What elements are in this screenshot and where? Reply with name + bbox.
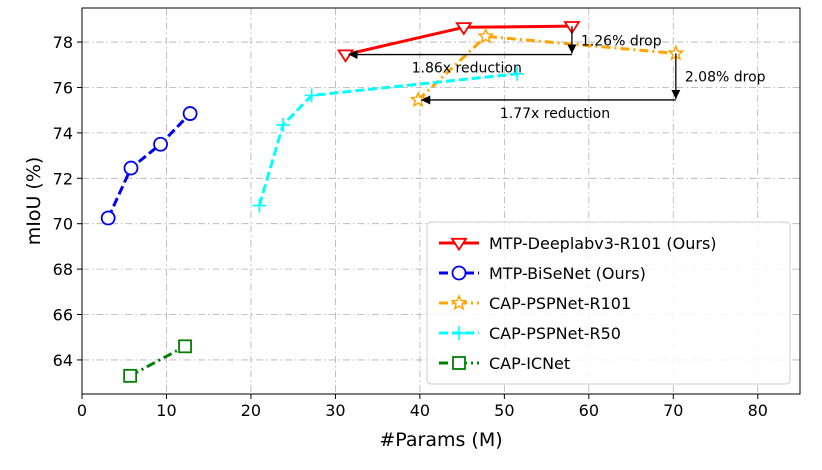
data-point: [510, 66, 525, 81]
x-tick-label: 50: [494, 401, 514, 420]
legend-marker: [452, 356, 466, 370]
legend-label: CAP-PSPNet-R50: [489, 324, 621, 343]
y-tick-label: 78: [53, 33, 73, 52]
legend-item: CAP-ICNet: [439, 354, 570, 373]
data-point: [123, 368, 138, 383]
data-point: [276, 117, 291, 132]
data-point: [477, 27, 495, 44]
reduction-label: 1.86x reduction: [412, 61, 522, 77]
legend-marker: [450, 237, 468, 252]
legend-box: [426, 221, 791, 385]
y-tick-label: 76: [53, 78, 73, 97]
x-tick-label: 0: [77, 401, 87, 420]
legend-label: MTP-BiSeNet (Ours): [489, 264, 646, 283]
x-tick-label: 80: [748, 401, 768, 420]
drop-label: 2.08% drop: [685, 70, 766, 86]
y-tick-label: 72: [53, 169, 73, 188]
plot-frame: [81, 7, 801, 395]
data-point: [178, 339, 192, 354]
annotations: 1.26% drop 1.86x reduction 2.08% drop 1.77x…: [348, 26, 766, 122]
legend-item: CAP-PSPNet-R50: [439, 324, 621, 343]
data-point: [304, 88, 319, 103]
data-point: [455, 22, 473, 36]
legend-marker: [450, 294, 468, 311]
x-tick-label: 10: [156, 401, 176, 420]
x-tick-label: 30: [325, 401, 345, 420]
legend-label: CAP-PSPNet-R101: [489, 294, 631, 313]
series-2: [100, 106, 198, 226]
x-tick-label: 60: [579, 401, 599, 420]
series-line: [106, 112, 192, 219]
x-axis-label: #Params (M): [379, 429, 502, 451]
y-axis-label: mIoU (%): [23, 157, 45, 246]
reduction-label: 1.77x reduction: [500, 106, 610, 122]
series-line: [129, 344, 186, 378]
series-line: [345, 24, 572, 57]
legend-label: MTP-Deeplabv3-R101 (Ours): [489, 234, 717, 253]
y-tick-label: 64: [53, 351, 73, 370]
series-1: [336, 21, 581, 63]
data-point: [123, 160, 139, 176]
data-point: [153, 136, 168, 152]
legend-item: MTP-BiSeNet (Ours): [439, 264, 646, 283]
data-point: [100, 210, 116, 226]
y-tick-label: 70: [53, 215, 73, 234]
drop-label: 1.26% drop: [581, 33, 662, 49]
legend: MTP-Deeplabv3-R101 (Ours) MTP-BiSeNet (Ou…: [426, 221, 791, 385]
data-point: [252, 198, 267, 213]
legend-label: CAP-ICNet: [489, 354, 570, 373]
series-4: [252, 66, 525, 213]
x-tick-label: 70: [663, 401, 683, 420]
y-tick-label: 74: [53, 124, 73, 143]
series-line: [257, 72, 518, 206]
data-point: [336, 49, 355, 63]
legend-marker: [451, 265, 467, 281]
x-tick-label: 40: [410, 401, 430, 420]
legend-item: MTP-Deeplabv3-R101 (Ours): [439, 234, 717, 253]
x-tick-label: 20: [241, 401, 261, 420]
axis-ticks: 0 10 20 30 40 50 60 70 80 64 66 68 70 72 74 76 78: [53, 33, 768, 420]
y-tick-label: 66: [53, 306, 73, 325]
legend-marker: [452, 326, 466, 340]
y-tick-label: 68: [53, 260, 73, 279]
data-point: [182, 106, 198, 121]
series-5: [123, 339, 192, 383]
legend-item: CAP-PSPNet-R101: [439, 294, 631, 313]
